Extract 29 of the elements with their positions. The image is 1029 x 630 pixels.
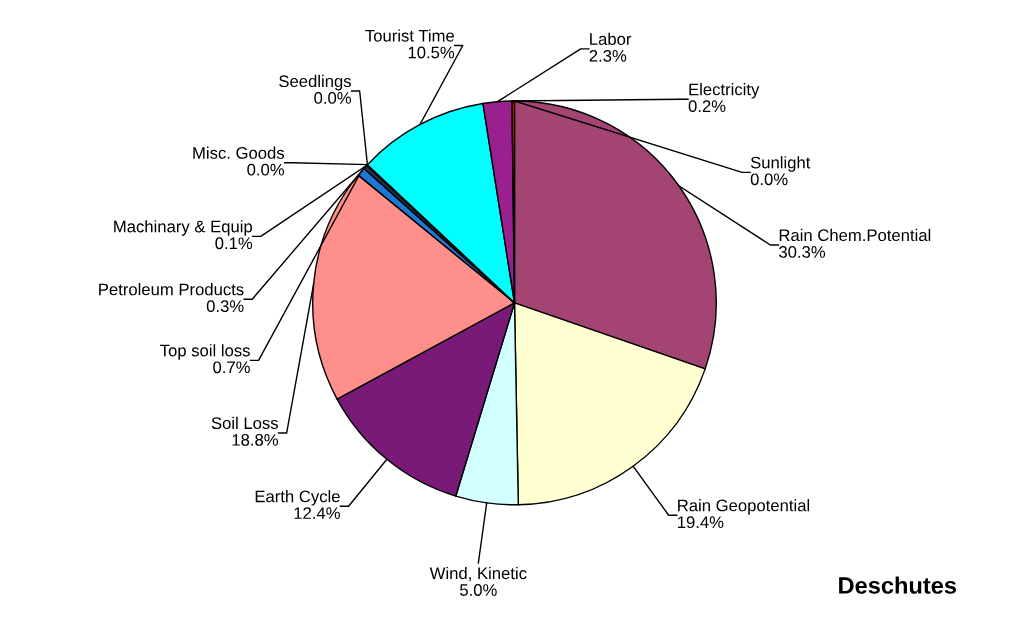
data-label: 0.7% [213, 361, 250, 374]
text: Deschutes [839, 576, 957, 594]
data-label: 12.4% [294, 507, 340, 519]
slice-label: Rain Geopotential [678, 499, 810, 515]
category-label: Seedlings [279, 74, 351, 91]
slice-label: Electricity [689, 83, 760, 99]
data-label: 18.8% [232, 433, 278, 446]
slice-label: Machinary & Equip [114, 220, 253, 236]
slice-label: Earth Cycle [255, 490, 340, 506]
data-label: 5.0% [460, 584, 497, 596]
slice-label: Wind, Kinetic [429, 566, 527, 582]
slice-label: Top soil loss [160, 344, 250, 360]
slice-label: Tourist Time [365, 29, 454, 42]
data-label: 19.4% [678, 516, 724, 529]
text: 0.0% [247, 163, 285, 176]
data-label: 0.3% [206, 300, 244, 313]
data-label: 30.3% [779, 246, 826, 258]
category-label: Sunlight [750, 156, 811, 172]
data-label: 0.2% [688, 100, 726, 113]
slice-label: Labor [590, 32, 632, 45]
legend-label: Misc. Goods [193, 146, 285, 159]
text: 0.0% [314, 92, 351, 104]
data-label: 0.1% [215, 237, 253, 250]
slice-label: Petroleum Products [99, 283, 244, 296]
data-label: 2.3% [589, 49, 627, 62]
data-label: 10.5% [408, 46, 455, 59]
slice-label: Soil Loss [211, 416, 278, 430]
slice-label: Rain Chem.Potential [779, 228, 931, 242]
text: 0.0% [750, 173, 788, 186]
